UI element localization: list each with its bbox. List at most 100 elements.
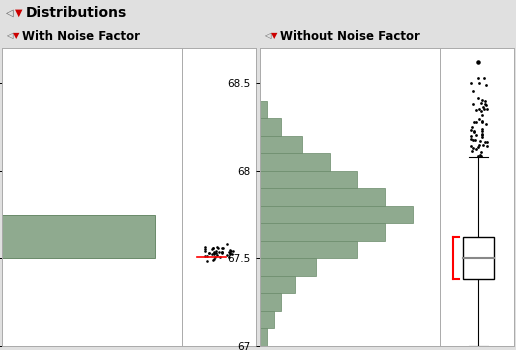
Point: [472, 146, 480, 152]
Point: [470, 119, 478, 125]
Point: [211, 254, 219, 260]
Point: [209, 245, 217, 251]
Bar: [260, 100, 267, 118]
Point: [472, 119, 480, 125]
Bar: [260, 153, 330, 171]
Point: [477, 108, 486, 114]
Point: [218, 250, 226, 255]
Point: [475, 106, 483, 112]
Text: ▼: ▼: [15, 8, 23, 18]
Point: [473, 153, 481, 158]
Point: [201, 245, 209, 250]
Point: [478, 134, 486, 140]
Point: [223, 252, 231, 258]
Point: [228, 251, 236, 257]
Point: [472, 107, 480, 112]
Bar: [260, 223, 385, 241]
Text: ◁: ◁: [264, 32, 270, 41]
Text: Distributions: Distributions: [26, 6, 127, 20]
Point: [470, 128, 478, 133]
Point: [475, 142, 483, 148]
Point: [482, 82, 490, 88]
Point: [469, 145, 477, 151]
Point: [210, 249, 218, 255]
Point: [211, 251, 219, 257]
Point: [208, 252, 216, 257]
Text: Without Noise Factor: Without Noise Factor: [280, 29, 420, 42]
Text: ▼: ▼: [271, 32, 278, 41]
Point: [223, 241, 231, 247]
Point: [477, 153, 485, 159]
Point: [479, 75, 488, 81]
Point: [478, 132, 487, 138]
Point: [478, 131, 486, 137]
Point: [480, 139, 489, 145]
Point: [479, 106, 488, 112]
Bar: [260, 241, 358, 258]
Point: [467, 127, 475, 133]
Point: [477, 100, 485, 106]
Point: [482, 103, 490, 108]
Point: [468, 124, 476, 130]
Point: [207, 246, 216, 252]
Point: [209, 245, 217, 251]
Point: [474, 59, 482, 65]
Bar: [260, 293, 281, 311]
Point: [476, 138, 485, 144]
Bar: [260, 136, 302, 153]
Point: [479, 104, 487, 110]
Bar: [260, 206, 413, 223]
Bar: [260, 171, 358, 188]
Point: [466, 136, 475, 142]
Bar: [463, 237, 494, 279]
Point: [218, 245, 226, 251]
Bar: [260, 311, 274, 328]
Text: ▼: ▼: [13, 32, 20, 41]
Point: [216, 255, 224, 260]
Point: [212, 248, 220, 253]
Point: [478, 119, 486, 125]
Bar: [2, 215, 155, 258]
Point: [478, 127, 486, 132]
Point: [470, 129, 478, 134]
Bar: [260, 258, 316, 276]
Point: [482, 139, 491, 145]
Point: [202, 258, 211, 264]
Point: [215, 250, 223, 255]
Point: [219, 245, 227, 251]
Point: [474, 95, 482, 100]
Text: With Noise Factor: With Noise Factor: [22, 29, 140, 42]
Point: [475, 80, 483, 86]
Point: [218, 249, 226, 254]
Point: [218, 250, 226, 255]
Point: [483, 106, 491, 112]
Text: ◁: ◁: [6, 32, 12, 41]
Point: [469, 137, 477, 142]
Point: [478, 118, 486, 123]
Point: [204, 250, 213, 255]
Point: [477, 149, 486, 155]
Point: [480, 98, 489, 103]
Point: [469, 88, 477, 94]
Point: [482, 121, 490, 127]
Point: [226, 250, 234, 255]
Point: [468, 148, 476, 153]
Point: [466, 143, 475, 148]
Bar: [260, 276, 295, 293]
Point: [480, 101, 489, 106]
Point: [474, 75, 482, 80]
Bar: [260, 118, 281, 136]
Point: [224, 249, 233, 255]
Point: [469, 101, 477, 106]
Point: [201, 248, 209, 253]
Point: [483, 143, 491, 149]
Point: [478, 112, 487, 118]
Point: [214, 246, 222, 251]
Point: [227, 248, 235, 254]
Point: [213, 252, 221, 258]
Point: [209, 256, 218, 262]
Point: [209, 257, 217, 262]
Point: [205, 250, 213, 256]
Point: [471, 137, 479, 142]
Point: [476, 152, 484, 158]
